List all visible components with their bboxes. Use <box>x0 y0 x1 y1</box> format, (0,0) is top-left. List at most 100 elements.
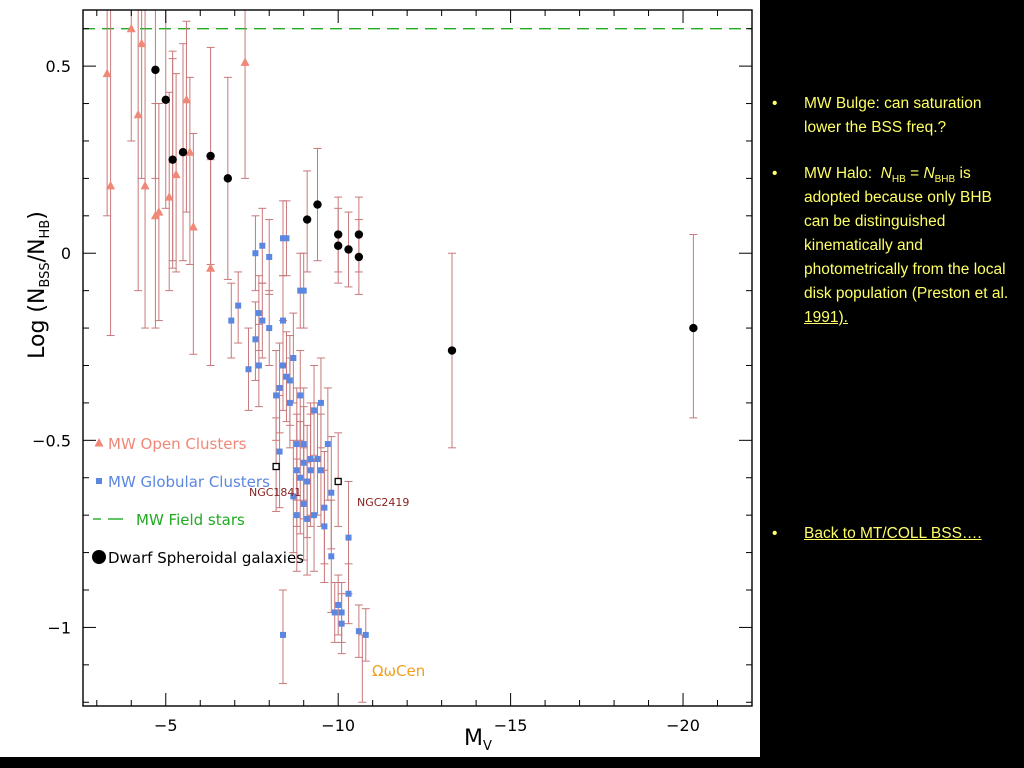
legend-label: MW Open Clusters <box>108 435 247 453</box>
mw-globular-clusters-point <box>276 448 283 455</box>
dwarf-spheroidal-galaxies-point <box>344 245 353 254</box>
halo-n-bhb-sub: BHB <box>934 174 956 186</box>
mw-globular-clusters-point <box>259 317 266 324</box>
mw-globular-clusters-point <box>300 500 307 507</box>
legend-item-mw-field-stars: MW Field stars <box>93 511 245 529</box>
back-to-mt-coll-link[interactable]: Back to MT/COLL BSS…. <box>804 525 982 542</box>
mw-globular-clusters-point <box>235 302 242 309</box>
mw-globular-clusters-point <box>338 609 345 616</box>
dwarf-spheroidal-galaxies-point <box>354 230 364 239</box>
errorbar <box>161 10 170 209</box>
mw-globular-clusters-point <box>280 631 287 638</box>
halo-equals: = <box>905 165 924 182</box>
errorbar <box>185 76 194 265</box>
mw-open-clusters-point <box>188 222 198 231</box>
x-tick-label: −10 <box>321 716 355 735</box>
mw-open-clusters-point <box>137 38 147 48</box>
bullet-back: • Back to MT/COLL BSS…. <box>768 522 1016 546</box>
mw-open-clusters-point <box>240 57 250 66</box>
legend-swatch <box>96 478 102 484</box>
plot-frame <box>82 9 753 707</box>
dwarf-spheroidal-galaxies-point <box>354 252 364 262</box>
legend-label: MW Field stars <box>136 511 245 529</box>
bullet-halo: • MW Halo: NHB = NBHB is adopted because… <box>768 162 1016 330</box>
mw-globular-clusters-point <box>297 474 304 481</box>
cluster-marker-ngc1841 <box>272 462 280 471</box>
mw-globular-clusters-point <box>335 601 342 608</box>
mw-globular-clusters-point <box>304 478 311 485</box>
errorbar <box>165 91 174 292</box>
dwarf-spheroidal-galaxies-point <box>161 95 170 105</box>
errorbar <box>141 10 150 329</box>
legend-label: Dwarf Spheroidal galaxies <box>108 549 304 567</box>
halo-n-hb-sub: HB <box>891 174 906 186</box>
mw-open-clusters-point <box>126 23 136 33</box>
errorbar <box>241 10 250 179</box>
bullet-bulge-text: MW Bulge: can saturation lower the BSS f… <box>804 95 982 136</box>
mw-globular-clusters-point <box>259 242 266 249</box>
legend-item-dwarf-spheroidal-galaxies: Dwarf Spheroidal galaxies <box>92 549 304 567</box>
omegacen-errorbar <box>358 634 367 703</box>
mw-globular-clusters-point <box>300 287 307 294</box>
errorbar <box>137 10 146 179</box>
dwarf-spheroidal-galaxies-point <box>178 147 188 157</box>
mw-globular-clusters-point <box>317 399 324 406</box>
mw-globular-clusters-point <box>297 287 304 294</box>
halo-n-bhb: N <box>923 165 935 182</box>
mw-globular-clusters-point <box>293 467 300 474</box>
legend-label: MW Globular Clusters <box>108 473 270 491</box>
errorbar <box>134 10 143 292</box>
mw-globular-clusters-point <box>321 523 328 530</box>
mw-globular-clusters-point <box>345 590 352 597</box>
preston-1991-link[interactable]: 1991). <box>804 309 848 326</box>
legend-swatch <box>92 550 106 564</box>
mw-open-clusters-point <box>164 192 174 201</box>
mw-globular-clusters-point <box>252 250 259 257</box>
mw-globular-clusters-point <box>362 631 369 638</box>
chart-panel: −5 −10 −15 −20 0.5 0 −0.5 −1 MV Log (NBSS/NHB) MW… <box>0 0 760 757</box>
y-axis-label: Log (NBSS/NHB) <box>25 211 53 359</box>
mw-globular-clusters-point <box>307 456 314 463</box>
bullet-halo-text: is adopted because only BHB can be disti… <box>804 165 1009 302</box>
dwarf-spheroidal-galaxies-point <box>447 346 457 355</box>
x-tick-label: −20 <box>666 716 700 735</box>
bullet-dot: • <box>772 95 778 112</box>
mw-globular-clusters-point <box>355 628 362 635</box>
mw-open-clusters-point <box>154 207 164 216</box>
mw-globular-clusters-point <box>266 325 273 332</box>
cluster-marker-ngc2419 <box>334 477 342 486</box>
dwarf-spheroidal-galaxies-point <box>302 215 312 224</box>
mw-open-clusters-point <box>133 109 143 119</box>
dwarf-spheroidal-galaxies-point <box>689 323 698 333</box>
dwarf-spheroidal-galaxies-point <box>223 174 233 183</box>
mw-open-clusters-point <box>185 147 195 156</box>
mw-globular-clusters-point <box>324 441 331 448</box>
mw-open-clusters-point <box>106 180 116 190</box>
label-ngc1841: NGC1841 <box>249 486 301 499</box>
mw-globular-clusters-point <box>311 512 318 519</box>
mw-globular-clusters-point <box>331 609 338 616</box>
mw-globular-clusters-point <box>266 253 273 260</box>
bullet-bulge: • MW Bulge: can saturation lower the BSS… <box>768 92 1016 140</box>
y-tick-label: −0.5 <box>32 431 71 450</box>
mw-globular-clusters-point <box>280 235 287 242</box>
mw-globular-clusters-point <box>297 392 304 399</box>
label-omega-cen: ΩωCen <box>372 662 425 680</box>
mw-globular-clusters-point <box>300 441 307 448</box>
dwarf-spheroidal-galaxies-point <box>206 151 215 161</box>
mw-globular-clusters-point <box>328 489 335 496</box>
mw-globular-clusters-point <box>255 310 262 317</box>
mw-globular-clusters-point <box>300 459 307 466</box>
dwarf-spheroidal-galaxies-point <box>333 230 343 239</box>
mw-globular-clusters-point <box>311 407 318 414</box>
dwarf-spheroidal-galaxies-point <box>333 241 343 250</box>
errorbar <box>106 10 115 337</box>
errorbar <box>182 20 191 213</box>
label-ngc2419: NGC2419 <box>357 496 409 509</box>
mw-globular-clusters-point <box>280 317 287 324</box>
bss-frequency-chart: −5 −10 −15 −20 0.5 0 −0.5 −1 MV Log (NBSS/NHB) MW… <box>25 9 753 754</box>
bullet-list: • MW Bulge: can saturation lower the BSS… <box>768 92 1016 330</box>
mw-globular-clusters-point <box>314 456 321 463</box>
mw-globular-clusters-point <box>286 399 293 406</box>
y-tick-label: −1 <box>47 618 71 637</box>
